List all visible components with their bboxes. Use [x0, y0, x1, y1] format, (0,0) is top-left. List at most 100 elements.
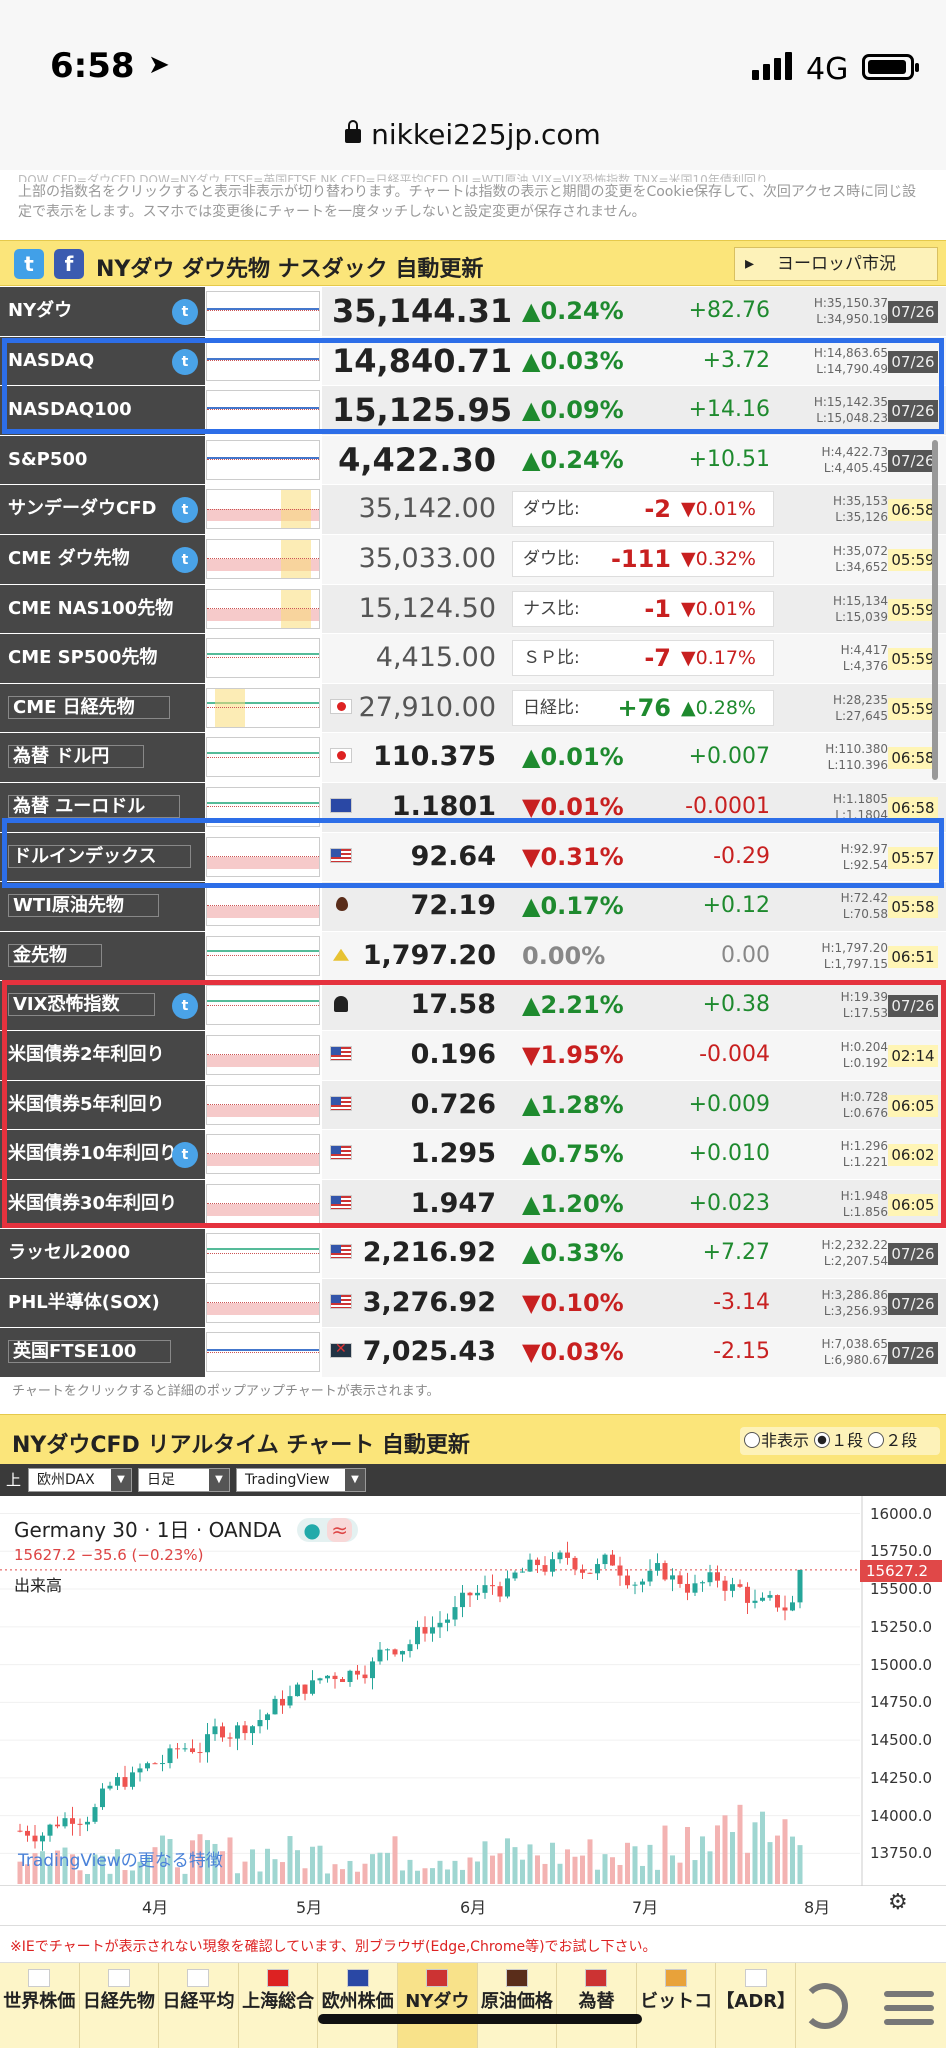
- quote-name[interactable]: 為替 ドル円: [0, 733, 205, 782]
- scrollbar[interactable]: [932, 440, 938, 780]
- sparkline[interactable]: [206, 538, 320, 579]
- twitter-icon[interactable]: t: [172, 299, 198, 325]
- quote-pct: ▼0.03%: [522, 1338, 624, 1367]
- quote-name[interactable]: 米国債券5年利回り: [0, 1080, 205, 1130]
- quote-row[interactable]: CME 日経先物 27,910.00 日経比: +76 ▲0.28% H:28,235 L:…: [0, 683, 946, 734]
- address-bar[interactable]: nikkei225jp.com: [0, 110, 946, 170]
- quote-row[interactable]: NASDAQ t 14,840.71 ▲0.03% +3.72 H:14,863.65 L:…: [0, 336, 946, 387]
- sparkline[interactable]: [206, 291, 320, 331]
- sparkline[interactable]: [206, 1233, 320, 1274]
- quote-row[interactable]: S&P500 4,422.30 ▲0.24% +10.51 H:4,422.73 L:4,…: [0, 435, 946, 486]
- sparkline[interactable]: [206, 687, 320, 728]
- facebook-icon[interactable]: f: [54, 249, 84, 279]
- sparkline[interactable]: [206, 1183, 320, 1224]
- quote-row[interactable]: CME NAS100先物 15,124.50 ナス比: -1 ▼0.01% H:15,13…: [0, 584, 946, 635]
- quote-name[interactable]: WTI原油先物: [0, 882, 205, 931]
- quote-name[interactable]: PHL半導体(SOX): [0, 1278, 205, 1328]
- quote-name[interactable]: NASDAQ100: [0, 386, 205, 435]
- quote-row[interactable]: CME ダウ先物 t 35,033.00 ダウ比: -111 ▼0.32% H:35,072…: [0, 534, 946, 585]
- radio-two-row[interactable]: [868, 1432, 885, 1448]
- sparkline[interactable]: [206, 1084, 320, 1125]
- sparkline[interactable]: [206, 439, 320, 480]
- quote-row[interactable]: 米国債券30年利回り 1.947 ▲1.20% +0.023 H:1.948 L:1.85…: [0, 1179, 946, 1230]
- gear-icon[interactable]: ⚙: [888, 1890, 908, 1915]
- sparkline[interactable]: [206, 985, 320, 1026]
- period-select[interactable]: 日足: [138, 1468, 230, 1492]
- sparkline[interactable]: [206, 786, 320, 827]
- quote-row[interactable]: 金先物 1,797.20 0.00% 0.00 H:1,797.20 L:1,797.15…: [0, 931, 946, 982]
- sparkline[interactable]: [206, 638, 320, 679]
- quote-name[interactable]: CME SP500先物: [0, 634, 205, 683]
- quote-row[interactable]: CME SP500先物 4,415.00 ＳＰ比: -7 ▼0.17% H:4,417 L:…: [0, 634, 946, 684]
- sparkline[interactable]: [206, 886, 320, 927]
- radio-hide[interactable]: [744, 1432, 760, 1448]
- radio-one-row[interactable]: [814, 1432, 831, 1448]
- nav-item[interactable]: 為替: [557, 1963, 637, 2048]
- market-select[interactable]: 欧州DAX: [28, 1468, 132, 1492]
- quote-name[interactable]: VIX恐怖指数 t: [0, 981, 205, 1030]
- sparkline[interactable]: [206, 1332, 320, 1373]
- sparkline[interactable]: [206, 1134, 320, 1175]
- nav-item[interactable]: ビットコ: [637, 1963, 717, 2048]
- nav-item[interactable]: 欧州株価: [318, 1963, 398, 2048]
- quote-row[interactable]: 米国債券10年利回り t 1.295 ▲0.75% +0.010 H:1.296 L:1.2…: [0, 1130, 946, 1180]
- nav-item[interactable]: 世界株価: [0, 1963, 80, 2048]
- quote-name[interactable]: CME NAS100先物: [0, 584, 205, 634]
- nav-item[interactable]: 日経先物: [80, 1963, 160, 2048]
- source-select[interactable]: TradingView: [236, 1468, 366, 1492]
- twitter-icon[interactable]: t: [172, 546, 198, 573]
- quote-name[interactable]: 金先物: [0, 931, 205, 981]
- quote-row[interactable]: NYダウ t 35,144.31 ▲0.24% +82.76 H:35,150.37 L:3…: [0, 287, 946, 337]
- reload-icon[interactable]: [802, 1983, 848, 2029]
- quote-row[interactable]: 米国債券2年利回り 0.196 ▼1.95% -0.004 H:0.204 L:0.192…: [0, 1030, 946, 1081]
- nav-item[interactable]: 上海総合: [239, 1963, 319, 2048]
- chart-display-options[interactable]: 非表示 １段 ２段: [740, 1427, 940, 1455]
- quote-name[interactable]: ドルインデックス: [0, 832, 205, 882]
- quote-name[interactable]: 米国債券10年利回り t: [0, 1130, 205, 1179]
- quote-name[interactable]: NYダウ t: [0, 287, 205, 336]
- quote-name[interactable]: ラッセル2000: [0, 1229, 205, 1278]
- sparkline[interactable]: [206, 1034, 320, 1075]
- quote-name[interactable]: サンデーダウCFD t: [0, 485, 205, 534]
- quote-name[interactable]: NASDAQ t: [0, 336, 205, 386]
- quote-name[interactable]: 為替 ユーロドル: [0, 782, 205, 832]
- quote-row[interactable]: 為替 ドル円 110.375 ▲0.01% +0.007 H:110.380 L:110.…: [0, 733, 946, 783]
- quote-row[interactable]: 為替 ユーロドル 1.1801 ▼0.01% -0.0001 H:1.1805 L:1.1…: [0, 782, 946, 833]
- sparkline[interactable]: [206, 340, 320, 381]
- quote-name[interactable]: 英国FTSE100: [0, 1328, 205, 1378]
- quote-row[interactable]: 英国FTSE1007,025.43▼0.03%-2.15H:7,038.65L:…: [0, 1328, 946, 1379]
- nav-item[interactable]: 原油価格: [478, 1963, 558, 2048]
- sparkline[interactable]: [206, 489, 320, 530]
- twitter-icon[interactable]: t: [172, 993, 198, 1020]
- quote-name[interactable]: CME 日経先物: [0, 683, 205, 733]
- twitter-icon[interactable]: t: [14, 249, 44, 279]
- quote-name[interactable]: S&P500: [0, 435, 205, 485]
- twitter-icon[interactable]: t: [172, 497, 198, 524]
- quote-row[interactable]: 米国債券5年利回り 0.726 ▲1.28% +0.009 H:0.728 L:0.676…: [0, 1080, 946, 1131]
- quote-row[interactable]: ドルインデックス 92.64 ▼0.31% -0.29 H:92.97 L:92.54 05…: [0, 832, 946, 883]
- quote-row[interactable]: PHL半導体(SOX) 3,276.92 ▼0.10% -3.14 H:3,286.86…: [0, 1278, 946, 1329]
- quote-name[interactable]: 米国債券2年利回り: [0, 1030, 205, 1080]
- sparkline[interactable]: [206, 737, 320, 778]
- sparkline[interactable]: [206, 390, 320, 431]
- quote-name[interactable]: CME ダウ先物 t: [0, 534, 205, 584]
- sparkline[interactable]: [206, 588, 320, 629]
- twitter-icon[interactable]: t: [172, 348, 198, 375]
- quote-name[interactable]: 米国債券30年利回り: [0, 1179, 205, 1229]
- tradingview-watermark[interactable]: TradingViewの更なる特徴: [18, 1851, 223, 1871]
- sparkline[interactable]: [206, 1282, 320, 1323]
- quote-row[interactable]: VIX恐怖指数 t 17.58 ▲2.21% +0.38 H:19.39 L:17.53 07…: [0, 981, 946, 1031]
- twitter-icon[interactable]: t: [172, 1142, 198, 1169]
- quote-row[interactable]: NASDAQ100 15,125.95 ▲0.09% +14.16 H:15,142.3…: [0, 386, 946, 436]
- quote-row[interactable]: サンデーダウCFD t 35,142.00 ダウ比: -2 ▼0.01% H:35,153 L…: [0, 485, 946, 535]
- quote-row[interactable]: WTI原油先物 72.19 ▲0.17% +0.12 H:72.42 L:70.58 05:…: [0, 882, 946, 932]
- sparkline[interactable]: [206, 836, 320, 877]
- price-chart[interactable]: Germany 30 · 1日 · OANDA ● ≈ 15627.2 −35.6…: [0, 1496, 946, 1886]
- nav-item[interactable]: 日経平均: [159, 1963, 239, 2048]
- nav-item[interactable]: NYダウ: [398, 1963, 478, 2048]
- europe-market-button[interactable]: ヨーロッパ市況: [734, 247, 938, 281]
- menu-icon[interactable]: [884, 1991, 934, 2033]
- quote-row[interactable]: ラッセル2000 2,216.92 ▲0.33% +7.27 H:2,232.22 L:2…: [0, 1229, 946, 1279]
- nav-item[interactable]: 【ADR】: [716, 1963, 796, 2048]
- sparkline[interactable]: [206, 935, 320, 976]
